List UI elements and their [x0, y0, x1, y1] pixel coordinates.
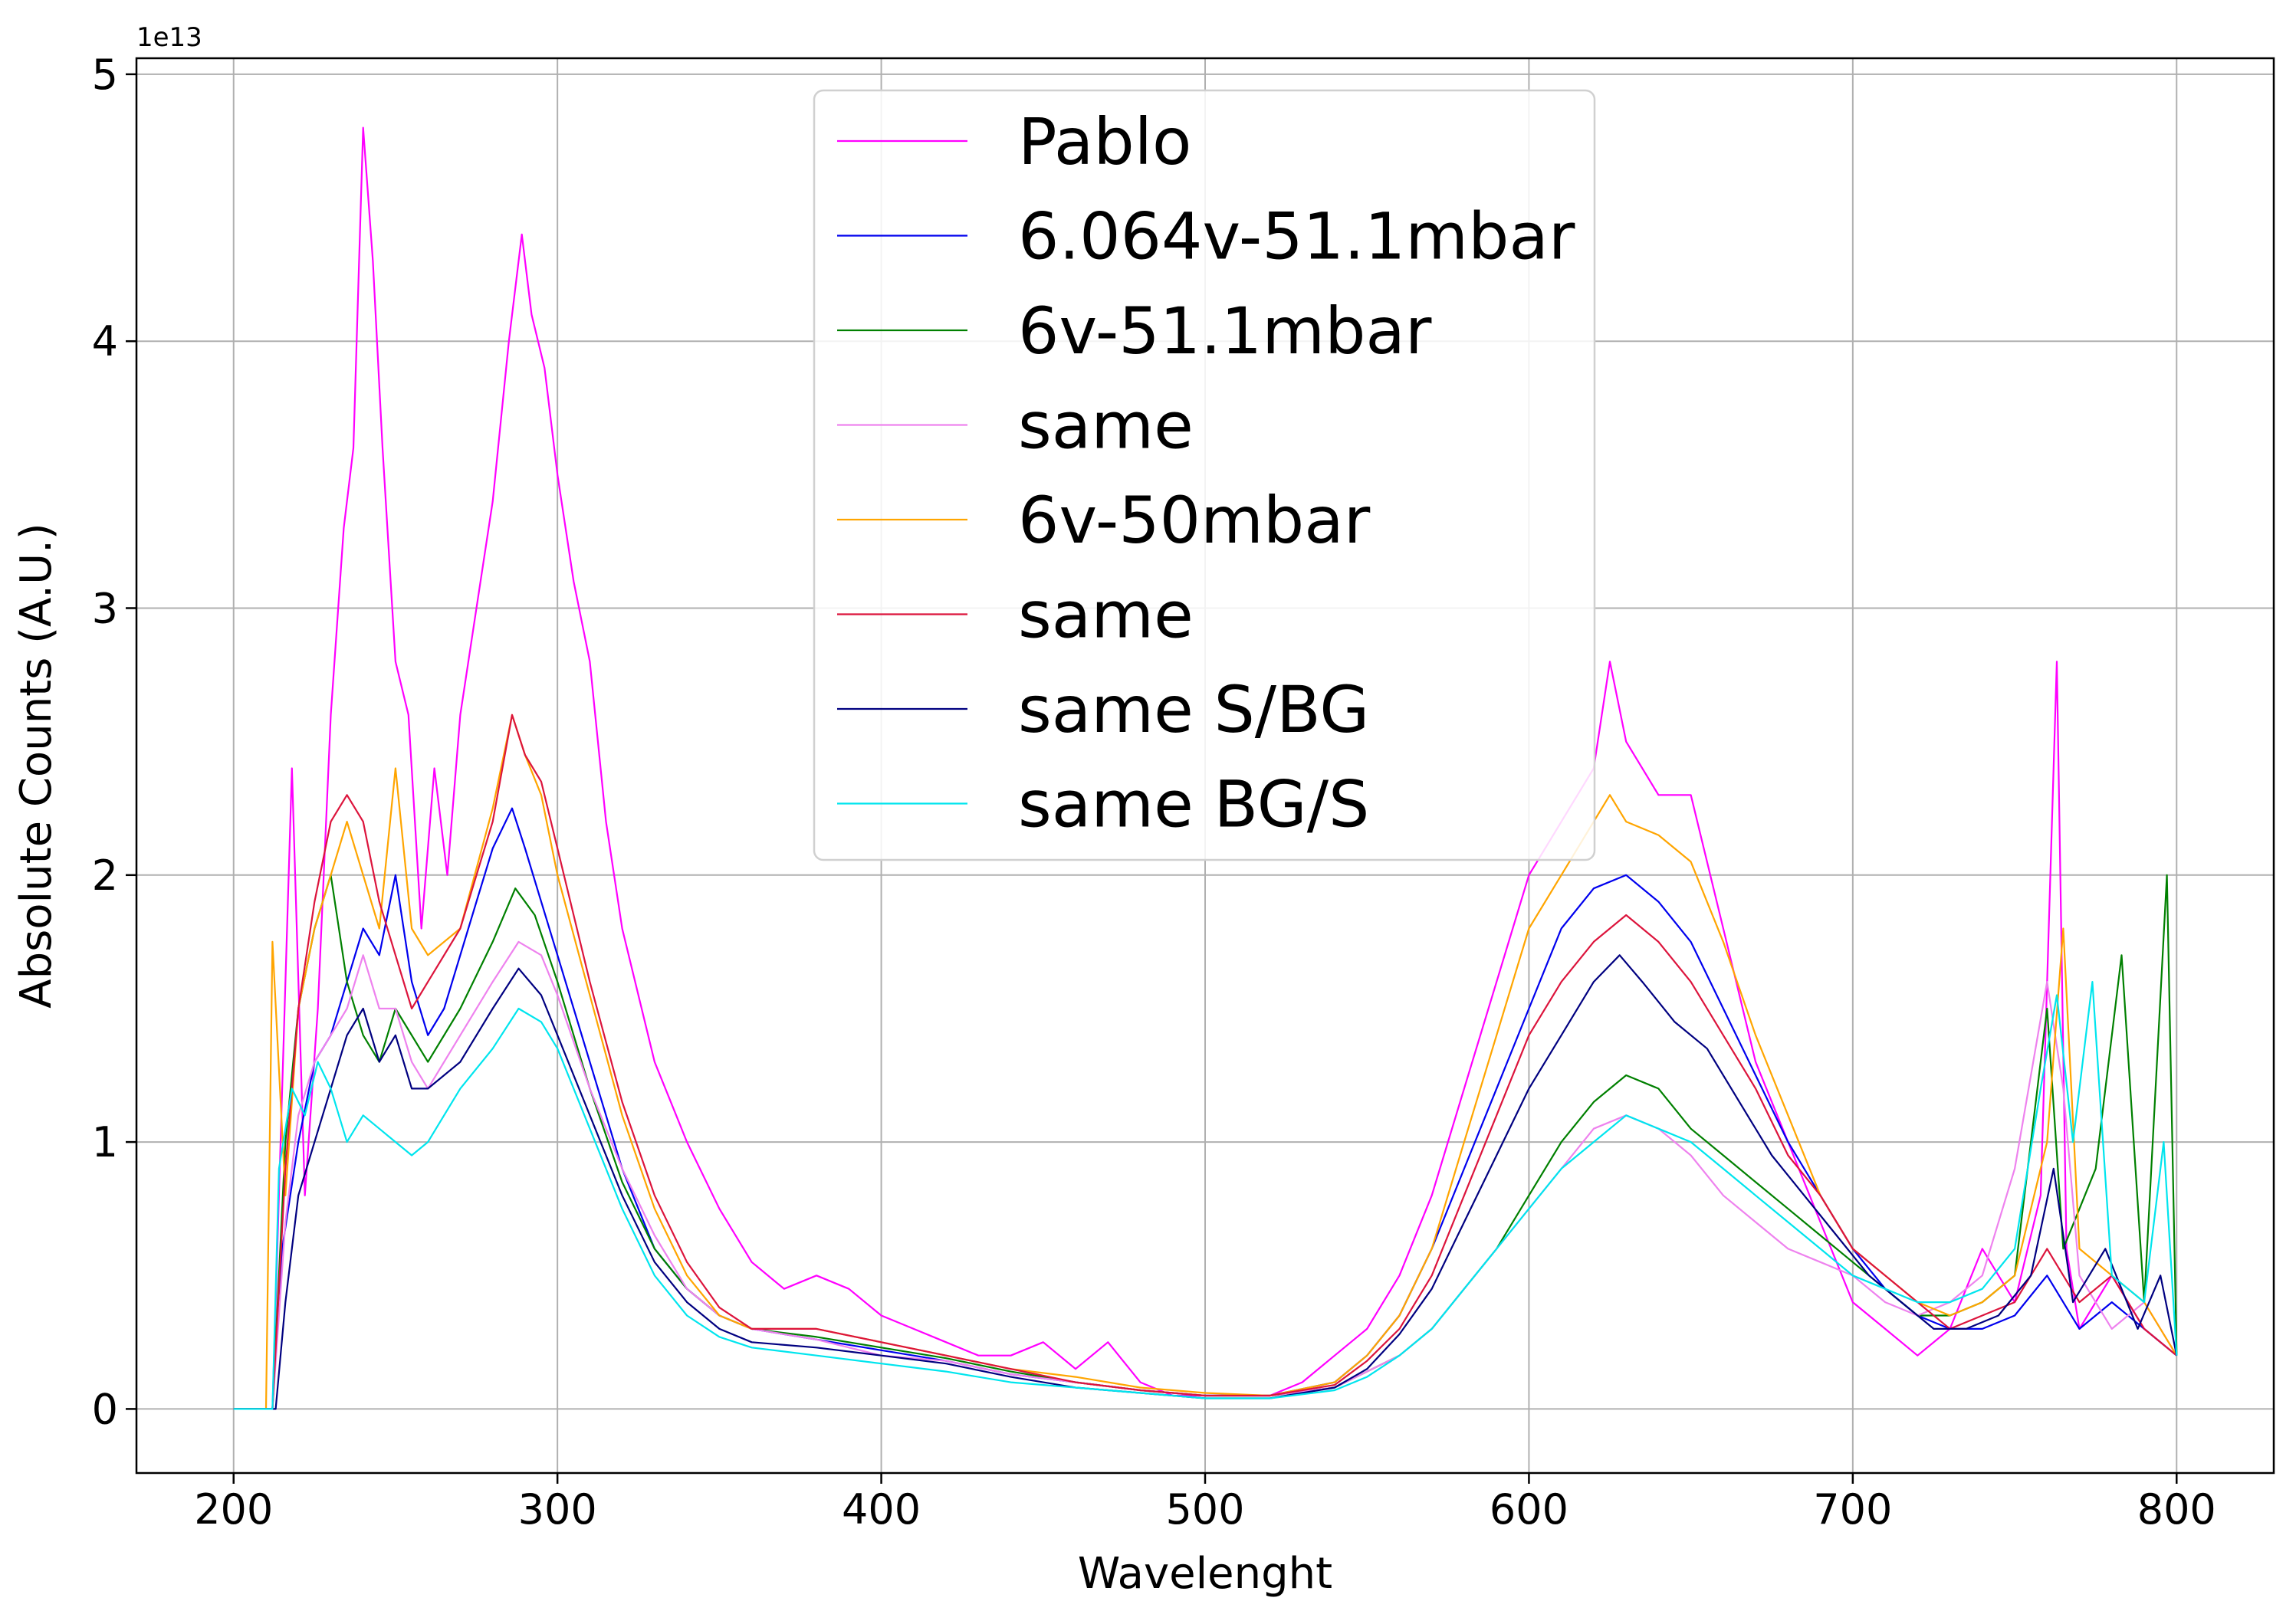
- y-axis: 0 1 2 3 4 5: [92, 51, 136, 1433]
- x-axis-label: Wavelenght: [1078, 1549, 1332, 1599]
- y-tick-label: 4: [92, 317, 118, 366]
- series-line-6: [233, 714, 2177, 1410]
- legend-label: 6v-50mbar: [1018, 483, 1371, 558]
- legend-label: 6.064v-51.1mbar: [1018, 199, 1575, 274]
- x-tick-label: 200: [194, 1485, 273, 1534]
- series-line-8: [233, 981, 2178, 1410]
- legend-label: Pablo: [1018, 104, 1191, 179]
- legend-label: same BG/S: [1018, 767, 1369, 842]
- y-axis-label: Absolute Counts (A.U.): [11, 523, 61, 1008]
- legend: Pablo 6.064v-51.1mbar 6v-51.1mbar same 6v-50…: [813, 89, 1596, 861]
- x-tick-label: 800: [2137, 1485, 2216, 1534]
- y-tick-label: 2: [92, 851, 118, 900]
- legend-label: 6v-51.1mbar: [1018, 294, 1432, 369]
- y-tick-label: 5: [92, 51, 118, 99]
- legend-label: same S/BG: [1018, 672, 1369, 747]
- y-tick-label: 3: [92, 585, 118, 633]
- x-tick-label: 700: [1813, 1485, 1892, 1534]
- x-tick-label: 300: [518, 1485, 597, 1534]
- x-axis: 200 300 400 500 600 700 800: [194, 1473, 2216, 1534]
- legend-label: same: [1018, 578, 1194, 653]
- y-scale-multiplier: 1e13: [136, 22, 202, 53]
- x-tick-label: 400: [842, 1485, 921, 1534]
- y-tick-label: 0: [92, 1385, 118, 1433]
- x-tick-label: 600: [1490, 1485, 1568, 1534]
- y-tick-label: 1: [92, 1118, 118, 1166]
- plot-area: [233, 126, 2178, 1410]
- legend-box: [813, 89, 1596, 861]
- legend-label: same: [1018, 389, 1194, 464]
- x-tick-label: 500: [1165, 1485, 1244, 1534]
